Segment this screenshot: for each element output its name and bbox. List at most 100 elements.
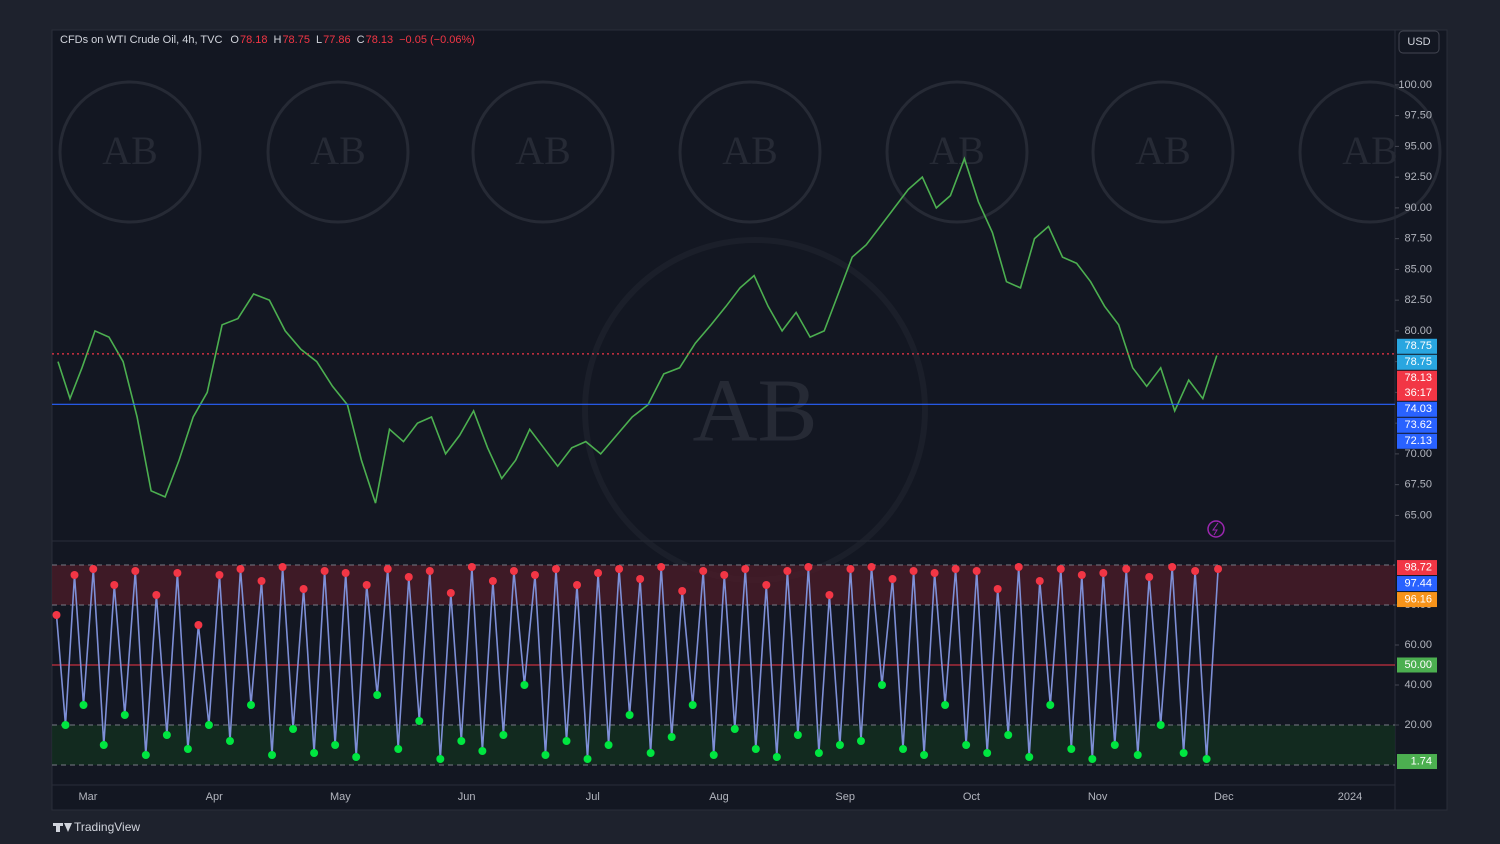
- oversold-dot: [1202, 755, 1211, 763]
- oversold-dot: [61, 721, 70, 729]
- overbought-dot: [1214, 565, 1223, 573]
- oversold-dot: [1046, 701, 1055, 709]
- watermark: AB: [515, 128, 571, 173]
- overbought-dot: [804, 563, 813, 571]
- oversold-dot: [646, 749, 655, 757]
- oversold-dot: [835, 741, 844, 749]
- y-tick-label: 40.00: [1404, 679, 1432, 691]
- oversold-dot: [373, 691, 382, 699]
- oversold-dot: [562, 737, 571, 745]
- y-tick-label: 100.00: [1398, 79, 1432, 91]
- price-tag: [1397, 338, 1437, 354]
- oversold-dot: [204, 721, 213, 729]
- price-tag: [1397, 417, 1437, 433]
- y-tick-label: 60.00: [1404, 639, 1432, 651]
- change: −0.05 (−0.06%): [399, 34, 475, 46]
- ohlc-label: L: [316, 34, 322, 46]
- oversold-dot: [730, 725, 739, 733]
- price-tag: [1397, 754, 1437, 770]
- x-tick-label: Jul: [586, 791, 600, 803]
- x-tick-label: Oct: [963, 791, 980, 803]
- overbought-dot: [1099, 569, 1108, 577]
- overbought-dot: [678, 587, 687, 595]
- oversold-dot: [793, 731, 802, 739]
- oversold-dot: [436, 755, 445, 763]
- x-tick-label: Nov: [1088, 791, 1108, 803]
- watermark: AB: [1135, 128, 1191, 173]
- footer: TradingView: [74, 820, 140, 834]
- watermark-ring: [266, 80, 410, 224]
- oversold-dot: [1025, 753, 1034, 761]
- currency-button[interactable]: [1398, 30, 1440, 54]
- overbought-dot: [657, 563, 666, 571]
- oversold-dot: [394, 745, 403, 753]
- price-tag: [1397, 354, 1437, 370]
- overbought-dot: [615, 565, 624, 573]
- price-tag-label: 78.75: [1404, 340, 1432, 352]
- watermark-ring: [885, 80, 1029, 224]
- oversold-dot: [1133, 751, 1142, 759]
- watermark: AB: [1342, 128, 1398, 173]
- y-tick-label: 97.50: [1404, 110, 1432, 122]
- price-tag: [1397, 433, 1437, 449]
- price-tag-label: 1.74: [1411, 755, 1432, 767]
- watermark-ring: [1298, 80, 1442, 224]
- overbought-dot: [257, 577, 266, 585]
- overbought-dot: [215, 571, 224, 579]
- watermark: AB: [102, 128, 158, 173]
- oversold-dot: [499, 731, 508, 739]
- overbought-dot: [783, 567, 792, 575]
- oversold-dot: [520, 681, 529, 689]
- overbought-dot: [825, 591, 834, 599]
- chart-area: [51, 29, 1448, 811]
- ohlc-value: 78.13: [366, 34, 394, 46]
- x-tick-label: Jun: [458, 791, 476, 803]
- x-tick-label: Dec: [1214, 791, 1234, 803]
- price-tag-label: 50.00: [1404, 659, 1432, 671]
- oversold-dot: [225, 737, 234, 745]
- overbought-dot: [846, 565, 855, 573]
- watermark-ring: [1091, 80, 1235, 224]
- overbought-dot: [888, 575, 897, 583]
- overbought-dot: [867, 563, 876, 571]
- overbought-dot: [1168, 563, 1177, 571]
- overbought-dot: [1035, 577, 1044, 585]
- oversold-dot: [1004, 731, 1013, 739]
- overbought-dot: [1145, 573, 1154, 581]
- alert-icon[interactable]: [1207, 520, 1225, 538]
- overbought-dot: [636, 575, 645, 583]
- y-tick-label: 82.50: [1404, 294, 1432, 306]
- overbought-dot: [236, 565, 245, 573]
- oversold-dot: [120, 711, 129, 719]
- oversold-dot: [583, 755, 592, 763]
- oversold-dot: [709, 751, 718, 759]
- oversold-dot: [688, 701, 697, 709]
- oversold-dot: [962, 741, 971, 749]
- oversold-dot: [899, 745, 908, 753]
- oversold-dot: [604, 741, 613, 749]
- currency[interactable]: USD: [1407, 36, 1430, 48]
- overbought-dot: [362, 581, 371, 589]
- watermark: AB: [692, 362, 817, 461]
- overbought-dot: [551, 565, 560, 573]
- overbought-dot: [594, 569, 603, 577]
- oversold-dot: [814, 749, 823, 757]
- overbought-dot: [299, 585, 308, 593]
- x-tick-label: 2024: [1338, 791, 1362, 803]
- overbought-dot: [425, 567, 434, 575]
- oversold-dot: [162, 731, 171, 739]
- overbought-dot: [404, 573, 413, 581]
- overbought-dot: [194, 621, 203, 629]
- oversold-dot: [920, 751, 929, 759]
- watermark: AB: [310, 128, 366, 173]
- oversold-dot: [415, 717, 424, 725]
- overbought-dot: [509, 567, 518, 575]
- x-tick-label: Sep: [835, 791, 855, 803]
- price-tag: [1397, 370, 1437, 401]
- ohlc-label: O: [230, 34, 239, 46]
- symbol-title: CFDs on WTI Crude Oil, 4h, TVC: [60, 34, 222, 46]
- price-tag: [1397, 576, 1437, 592]
- price-tag-label: 78.75: [1404, 356, 1432, 368]
- watermark-ring: [471, 80, 615, 224]
